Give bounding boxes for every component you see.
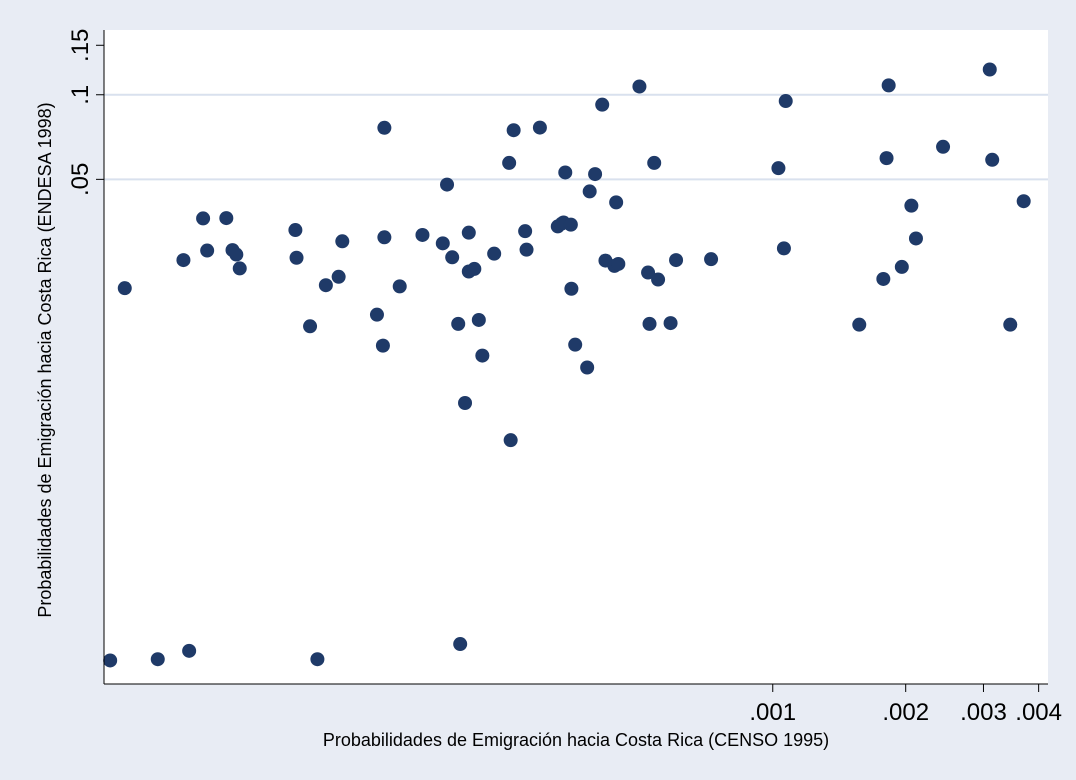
data-point	[103, 653, 118, 668]
data-points	[103, 62, 1031, 668]
plot-area	[104, 30, 1048, 684]
data-point	[936, 139, 951, 154]
data-point	[182, 643, 197, 658]
data-point	[445, 250, 460, 265]
data-point	[852, 317, 867, 332]
data-point	[377, 120, 392, 135]
data-point	[289, 250, 304, 265]
data-point	[651, 272, 666, 287]
x-axis-title: Probabilidades de Emigración hacia Costa…	[323, 730, 829, 750]
data-point	[310, 652, 325, 667]
data-point	[519, 242, 534, 257]
data-point	[506, 123, 521, 138]
data-point	[1003, 317, 1018, 332]
data-point	[879, 151, 894, 166]
data-point	[778, 94, 793, 109]
data-point	[503, 433, 518, 448]
y-axis-title: Probabilidades de Emigración hacia Costa…	[35, 102, 55, 617]
data-point	[502, 155, 517, 170]
data-point	[392, 279, 407, 294]
data-point	[771, 161, 786, 176]
data-point	[200, 243, 215, 258]
data-point	[985, 152, 1000, 167]
axes	[103, 30, 1048, 685]
data-point	[582, 184, 597, 199]
data-point	[663, 316, 678, 331]
x-tick-label: .002	[882, 699, 929, 726]
data-point	[458, 395, 473, 410]
data-point	[595, 97, 610, 112]
y-tick-label: .15	[67, 29, 94, 62]
data-point	[669, 253, 684, 268]
data-point	[641, 265, 656, 280]
data-point	[518, 224, 533, 239]
grid-lines	[104, 93, 1048, 181]
data-point	[471, 312, 486, 327]
data-point	[580, 360, 595, 375]
data-point	[453, 637, 468, 652]
data-point	[475, 348, 490, 363]
data-point	[982, 62, 997, 77]
data-point	[908, 231, 923, 246]
data-point	[487, 246, 502, 261]
data-point	[196, 211, 211, 226]
data-point	[435, 236, 450, 251]
data-point	[1016, 194, 1031, 209]
data-point	[461, 225, 476, 240]
data-point	[377, 230, 392, 245]
x-tick-label: .004	[1015, 699, 1062, 726]
data-point	[117, 281, 132, 296]
data-point	[558, 165, 573, 180]
data-point	[704, 252, 719, 267]
data-point	[904, 198, 919, 213]
x-tick-label: .001	[749, 699, 796, 726]
data-point	[369, 307, 384, 322]
data-point	[609, 195, 624, 210]
data-point	[611, 256, 626, 271]
data-point	[451, 316, 466, 331]
y-tick-label: .05	[67, 163, 94, 196]
data-point	[229, 247, 244, 262]
data-point	[415, 227, 430, 242]
data-point	[532, 120, 547, 135]
data-point	[564, 281, 579, 296]
data-point	[632, 79, 647, 94]
y-axis-ticks: .05 .1 .15	[67, 29, 104, 196]
data-point	[150, 652, 165, 667]
data-point	[563, 217, 578, 232]
data-point	[288, 223, 303, 238]
data-point	[647, 155, 662, 170]
data-point	[318, 278, 333, 293]
data-point	[232, 261, 247, 276]
data-point	[331, 269, 346, 284]
data-point	[894, 259, 909, 274]
data-point	[219, 211, 234, 226]
data-point	[876, 271, 891, 286]
data-point	[467, 261, 482, 276]
data-point	[303, 319, 318, 334]
data-point	[588, 167, 603, 182]
y-tick-label: .1	[67, 85, 94, 105]
data-point	[568, 337, 583, 352]
data-point	[642, 316, 657, 331]
x-axis-ticks: .001 .002 .003 .004	[749, 684, 1062, 726]
data-point	[375, 338, 390, 353]
data-point	[335, 234, 350, 249]
data-point	[176, 253, 191, 268]
data-point	[881, 78, 896, 93]
x-tick-label: .003	[960, 699, 1007, 726]
data-point	[776, 241, 791, 256]
data-point	[440, 177, 455, 192]
